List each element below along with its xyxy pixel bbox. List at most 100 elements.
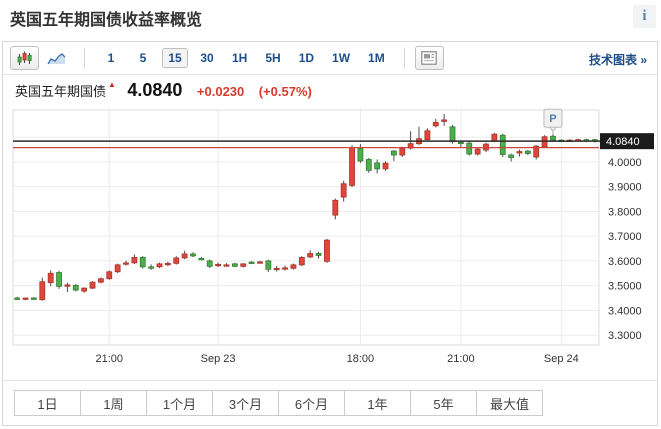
candle-up — [533, 145, 540, 158]
event-marker[interactable] — [543, 108, 563, 128]
candle-down — [457, 141, 464, 144]
candle-up — [340, 183, 347, 198]
toolbar-separator — [403, 48, 405, 68]
interval-button-1[interactable]: 1 — [107, 51, 115, 65]
news-panel-button[interactable] — [414, 46, 444, 70]
candle-down — [198, 258, 205, 261]
x-axis-label: Sep 24 — [544, 353, 579, 365]
candle-up — [64, 284, 71, 287]
candle-up — [290, 264, 297, 269]
candle-up — [131, 257, 138, 264]
candle-down — [265, 260, 272, 270]
info-icon[interactable]: i — [633, 5, 656, 28]
candlestick-chart-button[interactable] — [10, 46, 39, 70]
candle-up — [257, 261, 263, 264]
candle-up — [349, 147, 355, 186]
event-marker-label: P — [549, 113, 556, 125]
range-button-3个月[interactable]: 3个月 — [212, 390, 279, 416]
candle-up — [324, 239, 330, 262]
candle-up — [516, 151, 523, 154]
candle-up — [164, 262, 171, 266]
candle-down — [139, 257, 146, 268]
interval-button-30[interactable]: 30 — [200, 51, 214, 65]
candle-up — [399, 147, 406, 156]
price-change: +0.0230 — [196, 84, 245, 99]
tech-chart-label: 技术图表 — [588, 53, 637, 67]
candle-down — [524, 150, 531, 154]
candle-up — [307, 253, 314, 258]
x-axis-label: 18:00 — [347, 353, 375, 365]
y-axis-label: 4.0000 — [608, 157, 642, 169]
candle-up — [173, 257, 180, 264]
range-button-1周[interactable]: 1周 — [80, 390, 147, 416]
candle-down — [72, 284, 79, 291]
range-button-row: 1日 1周 1个月 3个月 6个月 1年 5年 最大值 — [3, 380, 657, 425]
candle-up — [81, 287, 88, 292]
last-price: 4.0840 — [127, 80, 183, 100]
x-axis-label: 21:00 — [96, 353, 124, 365]
candle-up — [298, 257, 305, 266]
candlestick-icon — [17, 51, 32, 65]
candle-up — [441, 119, 448, 122]
candle-up — [114, 264, 121, 273]
candle-up — [89, 281, 96, 289]
interval-button-1W[interactable]: 1W — [332, 51, 351, 65]
candle-down — [248, 261, 255, 264]
candlestick-chart[interactable]: 3.3000 3.4000 3.5000 3.6000 3.7000 3.8000 3.90… — [3, 108, 657, 376]
current-price-tag-label: 4.0840 — [606, 136, 640, 148]
y-axis-label: 3.9000 — [608, 182, 642, 194]
candle-down — [190, 253, 196, 257]
y-axis-label: 3.7000 — [608, 231, 642, 243]
y-axis-label: 3.4000 — [608, 305, 642, 317]
candle-down — [14, 297, 21, 300]
candle-up — [240, 263, 247, 267]
candle-up — [106, 271, 113, 280]
candle-down — [390, 150, 397, 156]
range-button-最大值[interactable]: 最大值 — [476, 390, 543, 416]
candle-up — [332, 199, 339, 216]
candle-down — [365, 159, 372, 171]
candle-down — [231, 263, 238, 267]
candle-up — [273, 267, 280, 271]
range-button-1日[interactable]: 1日 — [14, 390, 81, 416]
interval-button-1H[interactable]: 1H — [232, 51, 248, 65]
interval-button-5H[interactable]: 5H — [265, 51, 281, 65]
candle-down — [374, 162, 381, 170]
candle-down — [508, 154, 515, 158]
price-change-percent: (+0.57%) — [258, 84, 312, 99]
page-title: 英国五年期国债收益率概览 — [10, 12, 203, 29]
news-panel-icon — [421, 51, 438, 65]
quote-row: 英国五年期国债 ▲ 4.0840 +0.0230 (+0.57%) — [15, 80, 312, 101]
range-button-1个月[interactable]: 1个月 — [146, 390, 213, 416]
candle-down — [449, 126, 456, 143]
candle-up — [282, 267, 288, 270]
tech-chart-link[interactable]: 技术图表 » — [589, 51, 647, 68]
up-arrow-icon: ▲ — [108, 80, 116, 89]
candle-up — [98, 278, 104, 283]
candle-down — [148, 266, 155, 269]
candle-up — [181, 253, 188, 259]
interval-button-5[interactable]: 5 — [139, 51, 147, 65]
chart-widget: 1 5 15 30 1H 5H 1D 1W 1M 技术图表 » 英国五年期国债 ▲ 4.0840 … — [2, 41, 658, 426]
candle-down — [357, 148, 364, 162]
candle-up — [123, 262, 129, 265]
y-axis-label: 3.8000 — [608, 206, 642, 218]
y-axis-label: 3.5000 — [608, 281, 642, 293]
candle-down — [315, 253, 322, 256]
interval-button-1M[interactable]: 1M — [368, 51, 385, 65]
current-price-tag — [600, 133, 654, 150]
interval-button-15[interactable]: 15 — [162, 48, 188, 68]
candle-down — [499, 134, 506, 155]
range-button-6个月[interactable]: 6个月 — [278, 390, 345, 416]
interval-button-1D[interactable]: 1D — [298, 51, 315, 65]
candle-up — [491, 133, 498, 142]
candle-up — [22, 297, 29, 300]
candle-up — [156, 263, 163, 268]
candle-up — [47, 272, 54, 284]
line-chart-button[interactable] — [42, 46, 71, 70]
candle-down — [466, 142, 473, 155]
line-chart-icon — [47, 52, 66, 64]
range-button-1年[interactable]: 1年 — [344, 390, 411, 416]
range-button-5年[interactable]: 5年 — [410, 390, 477, 416]
candle-down — [550, 135, 556, 141]
